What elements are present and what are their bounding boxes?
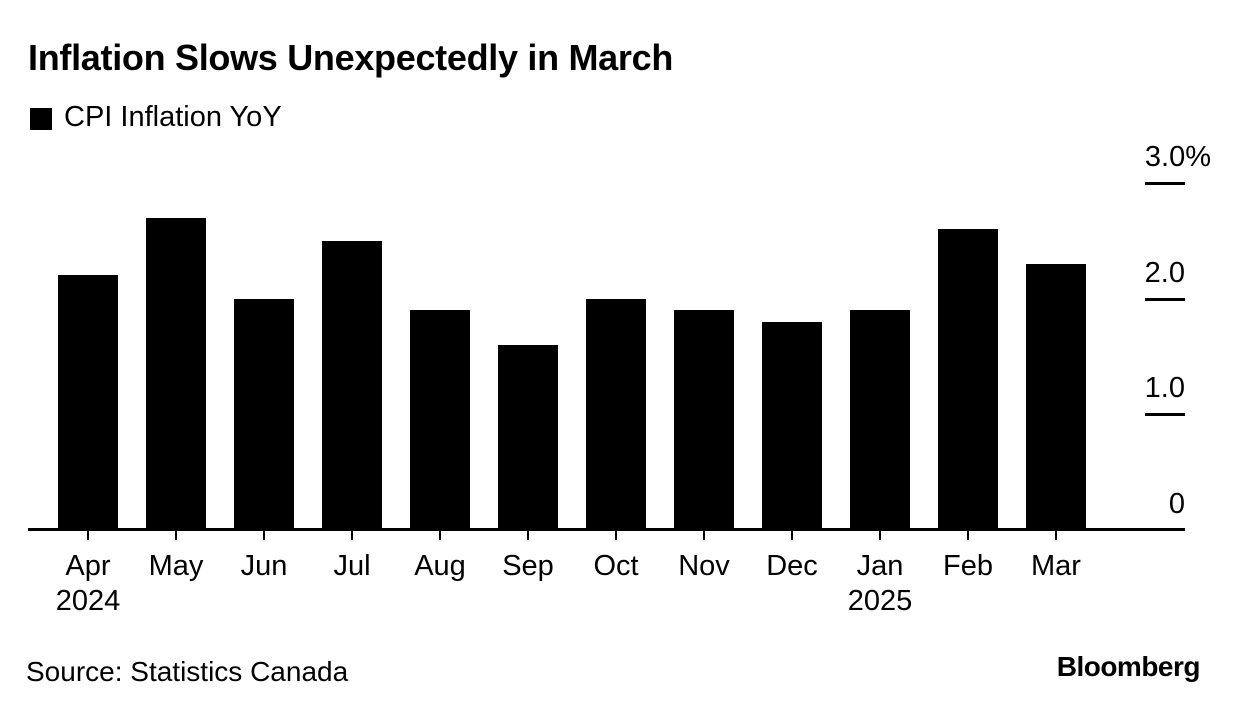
bar-apr <box>58 275 118 528</box>
x-year-label-2025: 2025 <box>847 585 913 617</box>
chart-title: Inflation Slows Unexpectedly in March <box>28 37 674 78</box>
y-tick-label-2.0: 2.0 <box>1144 257 1185 289</box>
bar-aug <box>410 310 470 528</box>
x-tick-may <box>175 531 177 540</box>
legend-label: CPI Inflation YoY <box>64 101 282 133</box>
x-label-jan: Jan <box>856 550 904 582</box>
y-tick-label-1.0: 1.0 <box>1144 372 1185 404</box>
x-tick-apr <box>87 531 89 540</box>
y-tick-dash-1.0 <box>1145 413 1185 416</box>
x-label-jul: Jul <box>333 550 371 582</box>
x-tick-oct <box>615 531 617 540</box>
x-tick-jun <box>263 531 265 540</box>
x-tick-sep <box>527 531 529 540</box>
bar-oct <box>586 299 646 528</box>
bar-jan <box>850 310 910 528</box>
x-label-mar: Mar <box>1031 550 1081 582</box>
y-tick-label-3.0pct: 3.0% <box>1144 141 1211 173</box>
legend-swatch-icon <box>30 108 52 130</box>
x-tick-aug <box>439 531 441 540</box>
x-tick-dec <box>791 531 793 540</box>
x-label-dec: Dec <box>766 550 818 582</box>
x-tick-jul <box>351 531 353 540</box>
y-tick-dash-2.0 <box>1145 298 1185 301</box>
bar-jul <box>322 241 382 528</box>
x-label-feb: Feb <box>943 550 993 582</box>
x-label-oct: Oct <box>593 550 639 582</box>
y-tick-dash-3.0pct <box>1145 182 1185 185</box>
bar-jun <box>234 299 294 528</box>
x-label-nov: Nov <box>678 550 730 582</box>
y-tick-label-0: 0 <box>1168 488 1185 520</box>
bloomberg-logo: Bloomberg <box>1056 651 1201 682</box>
bar-may <box>146 218 206 528</box>
bar-feb <box>938 229 998 528</box>
x-label-may: May <box>148 550 204 582</box>
bar-mar <box>1026 264 1086 528</box>
x-tick-mar <box>1055 531 1057 540</box>
bar-sep <box>498 345 558 528</box>
x-label-jun: Jun <box>240 550 288 582</box>
x-label-sep: Sep <box>502 550 554 582</box>
x-tick-jan <box>879 531 881 540</box>
x-label-apr: Apr <box>65 550 111 582</box>
x-tick-feb <box>967 531 969 540</box>
x-year-label-2024: 2024 <box>55 585 121 617</box>
bar-dec <box>762 322 822 528</box>
x-axis-line <box>28 528 1185 531</box>
source-note: Source: Statistics Canada <box>26 656 349 687</box>
x-label-aug: Aug <box>414 550 466 582</box>
x-tick-nov <box>703 531 705 540</box>
bar-nov <box>674 310 734 528</box>
